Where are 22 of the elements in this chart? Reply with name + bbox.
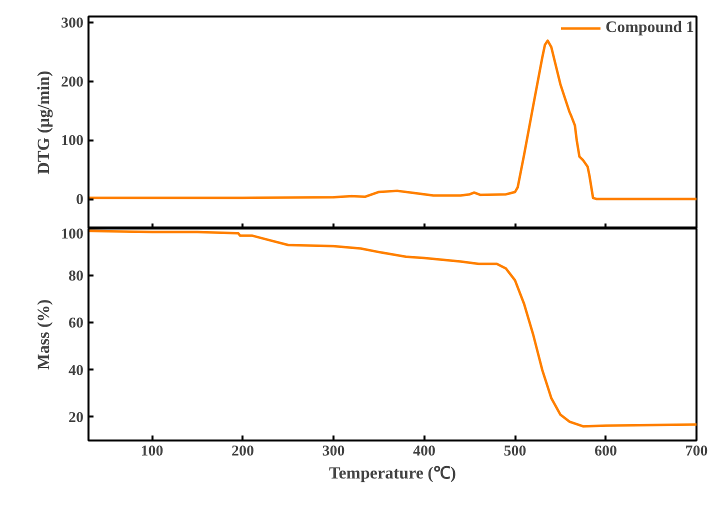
y-axis-title: Mass (%) [34, 299, 53, 370]
y-tick-label: 80 [68, 268, 84, 285]
x-tick-label: 500 [504, 444, 526, 460]
line-series [88, 39, 696, 200]
x-tick-label: 300 [322, 444, 345, 460]
y-tick-label: 100 [61, 226, 84, 242]
y-axis-title: DTG (μg/min) [34, 70, 53, 174]
y-tick-label: 40 [68, 362, 84, 379]
y-tick-label: 0 [76, 192, 84, 208]
x-tick-label: 400 [413, 444, 436, 460]
y-tick-label: 60 [68, 316, 84, 332]
x-axis-title: Temperature (℃) [329, 464, 456, 482]
line-series [88, 230, 696, 428]
x-tick-label: 600 [594, 444, 618, 460]
x-tick-label: 100 [140, 444, 164, 460]
x-tick-label: 700 [685, 444, 708, 460]
y-tick-label: 200 [61, 74, 84, 90]
y-tick-label: 20 [68, 410, 84, 426]
legend-label: Compound 1 [606, 19, 694, 37]
y-tick-label: 300 [61, 15, 84, 32]
x-tick-label: 200 [232, 444, 254, 460]
y-tick-label: 100 [61, 133, 84, 150]
